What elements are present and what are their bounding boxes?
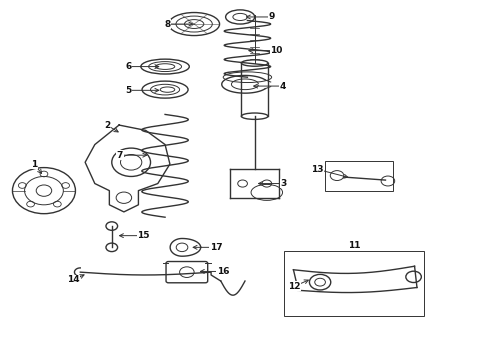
Text: 13: 13: [312, 165, 324, 174]
Text: 2: 2: [104, 121, 110, 130]
Bar: [325, 161, 393, 191]
Text: 15: 15: [137, 231, 149, 240]
Text: 12: 12: [288, 282, 301, 291]
Text: 6: 6: [125, 62, 132, 71]
Text: 9: 9: [269, 13, 275, 22]
Text: 14: 14: [67, 275, 79, 284]
Text: 5: 5: [125, 86, 132, 95]
Text: 7: 7: [117, 151, 123, 160]
Text: 4: 4: [280, 82, 286, 91]
Text: 3: 3: [281, 179, 287, 188]
Text: 17: 17: [210, 243, 222, 252]
Text: 11: 11: [348, 241, 360, 250]
Text: 10: 10: [270, 46, 283, 55]
Text: 8: 8: [164, 19, 171, 28]
Bar: [284, 251, 424, 316]
Text: 1: 1: [31, 159, 37, 168]
Text: 16: 16: [217, 267, 229, 276]
